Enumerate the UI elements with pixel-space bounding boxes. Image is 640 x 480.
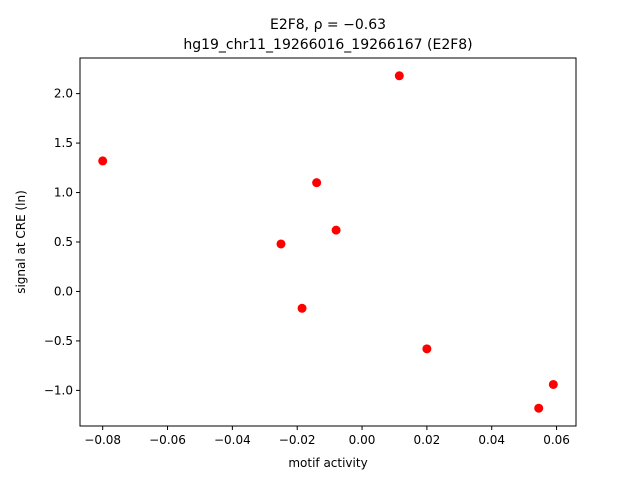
y-axis-label: signal at CRE (ln) [14, 190, 28, 294]
chart-title-line2: hg19_chr11_19266016_19266167 (E2F8) [183, 37, 472, 53]
y-tick-label: −0.5 [44, 334, 73, 348]
y-tick-label: 1.5 [54, 136, 73, 150]
data-point [276, 239, 286, 249]
data-point [98, 156, 108, 166]
x-tick-label: 0.04 [478, 433, 505, 447]
x-tick-label: −0.06 [149, 433, 186, 447]
x-tick-label: 0.00 [349, 433, 376, 447]
axis-ticks: −0.08 −0.06 −0.04 −0.02 0.00 0.02 0.04 0.06 −1.0… [44, 87, 570, 447]
y-tick-label: −1.0 [44, 383, 73, 397]
data-point [297, 303, 307, 313]
x-axis-label: motif activity [288, 456, 367, 470]
plot-frame [79, 57, 577, 427]
x-tick-label: 0.02 [414, 433, 441, 447]
data-point [534, 403, 544, 413]
data-points [98, 71, 558, 413]
x-tick-label: −0.04 [214, 433, 251, 447]
y-tick-label: 0.0 [54, 284, 73, 298]
data-point [331, 225, 341, 235]
data-point [312, 178, 322, 188]
y-tick-label: 1.0 [54, 186, 73, 200]
x-tick-label: −0.02 [279, 433, 316, 447]
y-tick-label: 2.0 [54, 87, 73, 101]
data-point [422, 344, 432, 354]
x-tick-label: −0.08 [84, 433, 121, 447]
x-tick-label: 0.06 [543, 433, 570, 447]
data-point [548, 379, 558, 389]
data-point [394, 71, 404, 81]
y-tick-label: 0.5 [54, 235, 73, 249]
chart-title-line1: E2F8, ρ = −0.63 [270, 17, 386, 33]
